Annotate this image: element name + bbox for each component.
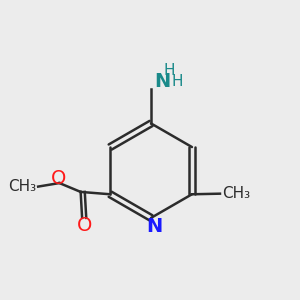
Text: CH₃: CH₃ bbox=[8, 178, 36, 194]
Text: O: O bbox=[76, 216, 92, 235]
Text: N: N bbox=[154, 72, 170, 91]
Text: H: H bbox=[164, 63, 176, 78]
Text: O: O bbox=[51, 169, 67, 188]
Text: N: N bbox=[146, 217, 162, 236]
Text: H: H bbox=[172, 74, 183, 89]
Text: CH₃: CH₃ bbox=[222, 186, 250, 201]
